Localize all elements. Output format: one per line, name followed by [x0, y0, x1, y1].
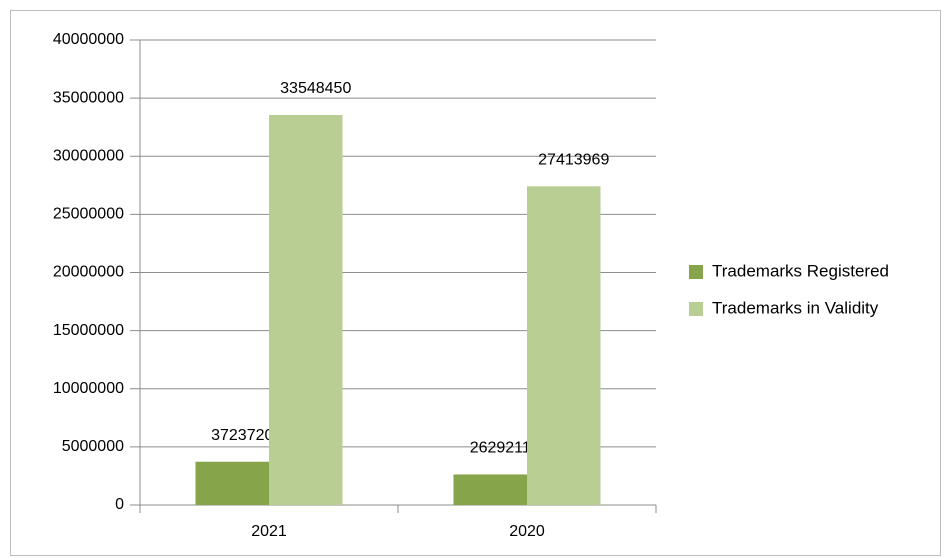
- x-tick-label: 2020: [509, 523, 545, 540]
- x-tick-label: 2021: [251, 523, 287, 540]
- y-tick-label: 35000000: [53, 89, 124, 106]
- y-tick-label: 20000000: [53, 264, 124, 281]
- data-label: 3723720: [211, 427, 273, 444]
- y-tick-label: 25000000: [53, 206, 124, 223]
- bar: [527, 186, 601, 505]
- data-label: 2629211: [470, 440, 531, 457]
- legend-text: Trademarks in Validity: [712, 298, 879, 317]
- bar: [195, 461, 269, 505]
- legend-text: Trademarks Registered: [712, 261, 889, 280]
- y-tick-label: 10000000: [53, 380, 124, 397]
- data-label: 27413969: [538, 152, 609, 169]
- bar: [453, 474, 527, 505]
- legend-swatch: [689, 302, 703, 316]
- chart-border: [10, 10, 941, 556]
- y-tick-label: 40000000: [53, 31, 124, 48]
- bar: [269, 114, 343, 505]
- y-tick-label: 15000000: [53, 322, 124, 339]
- data-label: 33548450: [280, 80, 351, 97]
- y-tick-label: 30000000: [53, 147, 124, 164]
- y-tick-label: 0: [115, 496, 124, 513]
- legend-swatch: [689, 265, 703, 279]
- y-tick-label: 5000000: [62, 438, 124, 455]
